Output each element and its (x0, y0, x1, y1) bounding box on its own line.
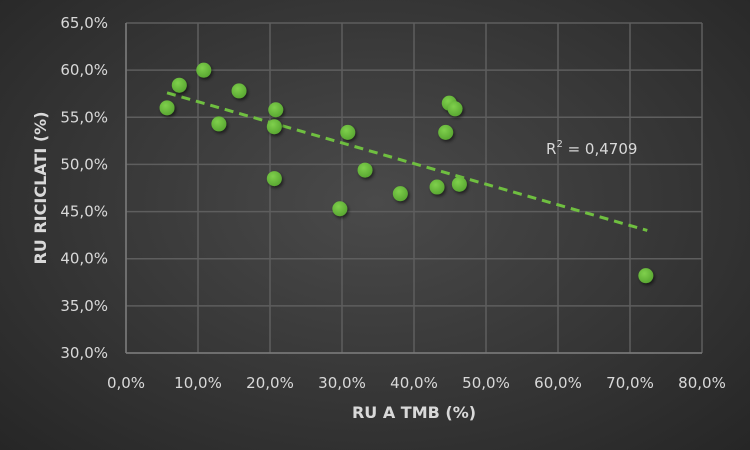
x-tick-label: 20,0% (246, 374, 294, 392)
data-point (266, 171, 282, 187)
x-tick-label: 70,0% (606, 374, 654, 392)
data-point (392, 186, 408, 202)
y-axis-tick-labels: 30,0% 35,0% 40,0% 45,0% 50,0% 55,0% 60,0% 65,0% (60, 14, 108, 362)
data-point (231, 83, 247, 99)
data-point (357, 162, 373, 178)
data-points (159, 62, 654, 284)
x-tick-label: 40,0% (390, 374, 438, 392)
data-point (638, 268, 654, 284)
data-point (340, 124, 356, 140)
data-point (171, 77, 187, 93)
data-point (429, 179, 445, 195)
y-tick-label: 65,0% (60, 14, 108, 32)
y-tick-label: 60,0% (60, 61, 108, 79)
y-tick-label: 30,0% (60, 344, 108, 362)
x-tick-label: 50,0% (462, 374, 510, 392)
data-point (332, 201, 348, 217)
y-tick-label: 35,0% (60, 297, 108, 315)
x-axis-title: RU A TMB (%) (352, 403, 476, 422)
data-point (438, 124, 454, 140)
x-axis-tick-labels: 0,0% 10,0% 20,0% 30,0% 40,0% 50,0% 60,0% 70,0% 8… (107, 374, 726, 392)
x-tick-label: 80,0% (678, 374, 726, 392)
x-tick-label: 30,0% (318, 374, 366, 392)
trendline (166, 91, 648, 232)
gridlines (125, 22, 703, 354)
data-point (196, 62, 212, 78)
data-point (159, 100, 175, 116)
x-tick-label: 10,0% (174, 374, 222, 392)
data-point (447, 101, 463, 117)
y-tick-label: 45,0% (60, 203, 108, 221)
data-point (266, 119, 282, 135)
axes (125, 23, 702, 354)
x-tick-label: 60,0% (534, 374, 582, 392)
r-squared-label: R2 = 0,4709 (546, 139, 637, 158)
data-point (451, 176, 467, 192)
data-point (268, 102, 284, 118)
x-tick-label: 0,0% (107, 374, 145, 392)
y-axis-title: RU RICICLATI (%) (31, 111, 50, 264)
y-tick-label: 50,0% (60, 155, 108, 173)
y-tick-label: 40,0% (60, 250, 108, 268)
data-point (211, 116, 227, 132)
y-tick-label: 55,0% (60, 108, 108, 126)
